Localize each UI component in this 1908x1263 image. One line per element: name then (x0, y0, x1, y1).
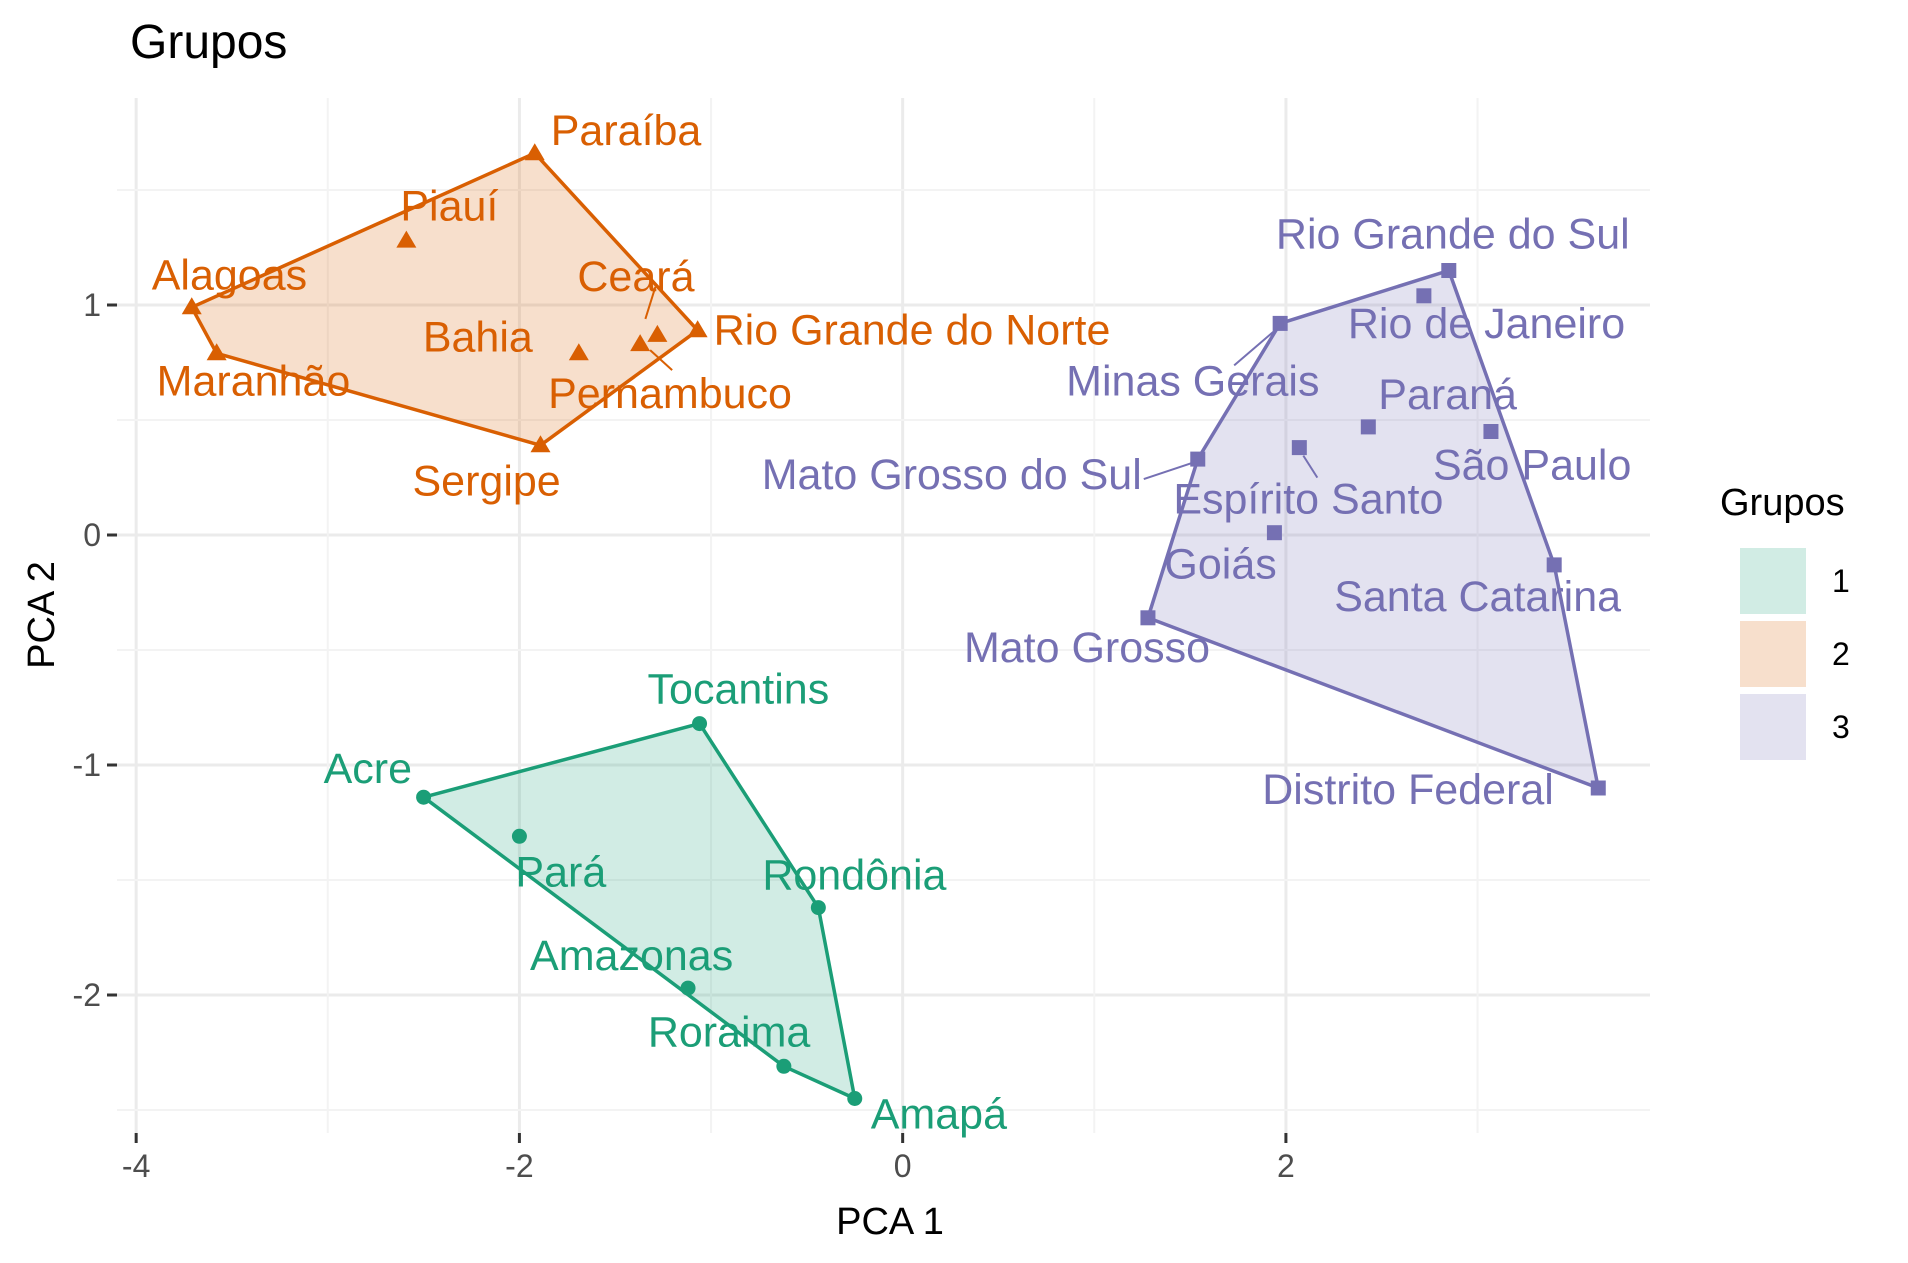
point-label: Mato Grosso do Sul (762, 451, 1142, 499)
data-point (647, 324, 668, 342)
data-point (1272, 315, 1288, 331)
label-leader-line (1233, 328, 1277, 367)
legend: Grupos 1 2 3 (1720, 482, 1850, 760)
data-point (1266, 525, 1282, 541)
data-point (847, 1091, 863, 1106)
data-point (687, 320, 708, 338)
label-leader-line (649, 349, 673, 371)
point-label: Bahia (423, 313, 533, 361)
grid-lines (117, 98, 1650, 1133)
point-label: Pernambuco (548, 370, 792, 418)
y-axis: -2 -1 0 1 (73, 287, 117, 1013)
data-point (692, 716, 708, 732)
point-label: Tocantins (648, 666, 830, 714)
y-axis-title: PCA 2 (21, 561, 63, 669)
x-tick-label: 0 (894, 1148, 912, 1184)
data-point (1483, 424, 1499, 439)
label-leader-line (1143, 462, 1193, 481)
point-label: Paraná (1378, 371, 1517, 419)
x-axis: -4 -2 0 2 (122, 1133, 1295, 1184)
legend-key (1740, 548, 1806, 614)
data-point (810, 900, 826, 916)
data-point (568, 343, 589, 361)
data-point (530, 435, 551, 453)
data-point (1291, 440, 1307, 456)
y-tick-label: -1 (73, 747, 101, 783)
data-point (1546, 557, 1562, 573)
point-label: Amapá (871, 1091, 1007, 1139)
hull-group-1 (421, 721, 857, 1101)
legend-key (1740, 621, 1806, 687)
x-axis-title: PCA 1 (836, 1201, 944, 1243)
legend-label: 1 (1832, 563, 1850, 599)
cluster-hulls (189, 151, 1601, 1101)
x-tick-label: 2 (1277, 1148, 1295, 1184)
point-label: Paraíba (551, 107, 702, 155)
data-point (396, 230, 417, 248)
data-point (511, 828, 527, 844)
point-label: Santa Catarina (1334, 573, 1621, 621)
point-label: Espírito Santo (1173, 476, 1443, 524)
data-point (524, 143, 545, 161)
plot-panel (117, 98, 1650, 1133)
y-tick-label: 0 (83, 517, 101, 553)
data-point (1441, 263, 1457, 278)
point-label: Minas Gerais (1066, 357, 1319, 405)
point-label: Acre (324, 745, 412, 793)
point-label: Sergipe (412, 457, 560, 505)
y-tick-label: 1 (83, 287, 101, 323)
point-label: Distrito Federal (1262, 766, 1554, 814)
label-leader-line (644, 286, 657, 320)
x-tick-label: -4 (122, 1148, 150, 1184)
data-point (1190, 451, 1206, 467)
legend-key (1740, 694, 1806, 760)
data-point (776, 1058, 792, 1074)
point-label: Mato Grosso (964, 624, 1210, 672)
data-point (416, 789, 432, 805)
hull-group-2 (189, 151, 700, 448)
data-point (181, 297, 202, 315)
point-label: Roraima (648, 1008, 811, 1056)
point-labels: Acre Tocantins Pará Rondônia Amazonas Roraima… (152, 107, 1632, 1138)
legend-title: Grupos (1720, 482, 1845, 524)
point-label: Amazonas (530, 932, 733, 980)
data-point (1360, 419, 1376, 435)
chart-title: Grupos (130, 16, 287, 69)
y-tick-label: -2 (73, 977, 101, 1013)
point-label: Pará (515, 848, 606, 896)
data-point (630, 334, 651, 352)
label-leader-line (1302, 455, 1319, 479)
point-label: Rondônia (762, 852, 946, 900)
data-point (1140, 610, 1156, 626)
point-label: Rio de Janeiro (1348, 300, 1625, 348)
legend-label: 3 (1832, 709, 1850, 745)
data-points (181, 143, 1606, 1106)
x-tick-label: -2 (505, 1148, 533, 1184)
legend-label: 2 (1832, 636, 1850, 672)
point-label: Ceará (577, 253, 694, 301)
data-point (1590, 780, 1606, 796)
point-label: Maranhão (157, 357, 351, 405)
data-point (1416, 288, 1432, 304)
point-label: Alagoas (152, 251, 307, 299)
data-point (680, 980, 696, 996)
point-label: Rio Grande do Norte (714, 306, 1111, 354)
point-label: São Paulo (1433, 442, 1631, 490)
data-point (206, 343, 227, 361)
point-label: Rio Grande do Sul (1276, 211, 1630, 259)
point-label: Piauí (400, 183, 498, 231)
point-label: Goiás (1164, 541, 1276, 589)
